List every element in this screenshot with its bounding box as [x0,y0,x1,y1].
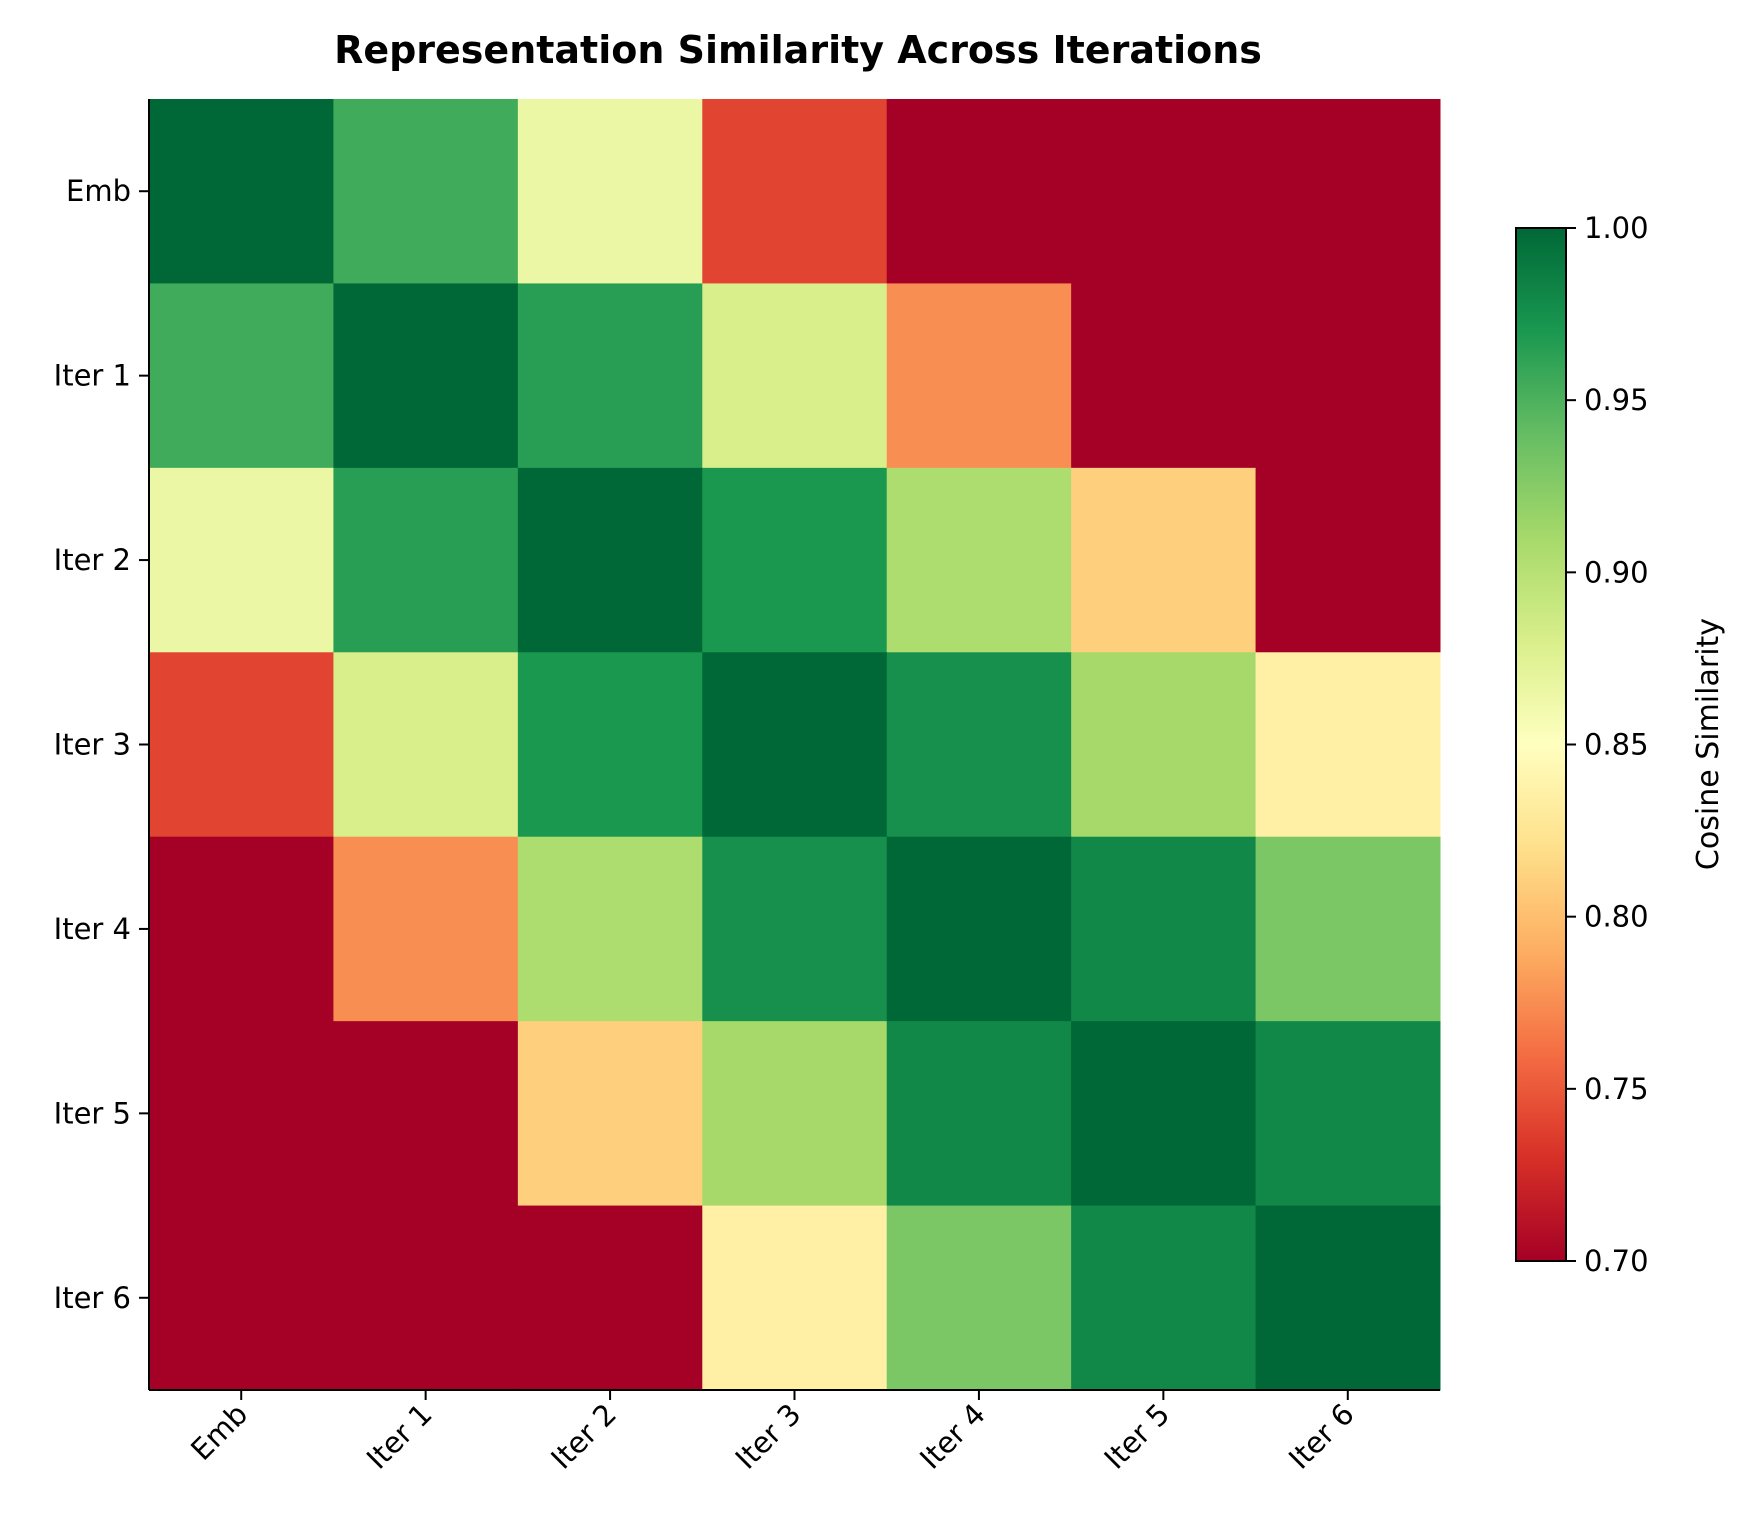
colorbar-tick-label: 0.80 [1584,900,1649,934]
y-tick-label: Iter 3 [54,728,131,762]
colorbar-tick-label: 0.75 [1584,1072,1649,1106]
heatmap-cell [1071,283,1257,469]
heatmap-cell [333,652,519,838]
heatmap-cell [886,283,1072,469]
x-tick-label: Iter 2 [544,1397,623,1476]
heatmap-cell [517,99,703,284]
heatmap-cell [149,652,334,838]
heatmap-cell [1071,836,1257,1022]
heatmap-cell [149,1021,334,1207]
y-tick-label: Iter 1 [54,359,131,393]
x-tick-label: Iter 3 [729,1397,808,1476]
heatmap-cell [886,1205,1072,1391]
heatmap-cell [1255,283,1441,469]
heatmap-cell [517,836,703,1022]
y-tick-label: Iter 4 [54,912,131,946]
colorbar-label: Cosine Similarity [1691,618,1726,870]
colorbar-tick-label: 1.00 [1584,211,1649,245]
heatmap-cell [333,99,519,284]
heatmap-cell [1071,99,1257,284]
heatmap-cell [149,467,334,653]
colorbar-tick-label: 0.70 [1584,1244,1649,1278]
heatmap-cell [149,1205,334,1391]
heatmap-cell [517,283,703,469]
heatmap-cell [333,1205,519,1391]
heatmap-cell [1255,1021,1441,1207]
heatmap-cell [886,467,1072,653]
heatmap-cell [1255,652,1441,838]
heatmap-cell [886,652,1072,838]
chart-title: Representation Similarity Across Iterati… [334,28,1262,72]
colorbar-tick-label: 0.95 [1584,383,1649,417]
heatmap-cell [702,652,888,838]
x-tick-label: Iter 5 [1098,1397,1177,1476]
heatmap-cells [149,99,1441,1391]
heatmap-cell [702,99,888,284]
heatmap-cell [702,1205,888,1391]
heatmap-cell [517,652,703,838]
heatmap-cell [1071,652,1257,838]
heatmap-cell [702,836,888,1022]
heatmap-cell [1255,836,1441,1022]
heatmap-cell [149,836,334,1022]
y-tick-label: Iter 6 [54,1281,131,1315]
colorbar-tick-label: 0.90 [1584,555,1649,589]
heatmap-cell [886,1021,1072,1207]
x-tick-label: Emb [184,1397,254,1467]
heatmap-cell [1071,1021,1257,1207]
heatmap-cell [1255,1205,1441,1391]
colorbar: Cosine Similarity 0.70 0.75 0.80 0.85 0.90 0.… [1515,211,1726,1278]
heatmap-cell [702,467,888,653]
heatmap-cell [702,1021,888,1207]
x-tick-label: Iter 6 [1282,1397,1361,1476]
heatmap-cell [333,1021,519,1207]
heatmap-cell [702,283,888,469]
heatmap-cell [1255,99,1441,284]
heatmap-cell [333,836,519,1022]
y-tick-label: Iter 5 [54,1096,131,1130]
colorbar-gradient [1515,227,1567,1262]
heatmap-cell [333,283,519,469]
heatmap-cell [886,99,1072,284]
heatmap-cell [149,99,334,284]
heatmap-cell [517,1205,703,1391]
colorbar-tick-label: 0.85 [1584,728,1649,762]
heatmap-cell [517,1021,703,1207]
heatmap-cell [149,283,334,469]
y-tick-label: Iter 2 [54,543,131,577]
heatmap-cell [333,467,519,653]
heatmap-cell [1071,467,1257,653]
heatmap-cell [1071,1205,1257,1391]
y-tick-label: Emb [66,174,131,208]
heatmap-cell [1255,467,1441,653]
heatmap-cell [517,467,703,653]
heatmap-cell [886,836,1072,1022]
x-tick-label: Iter 4 [913,1397,992,1476]
x-tick-label: Iter 1 [360,1397,439,1476]
